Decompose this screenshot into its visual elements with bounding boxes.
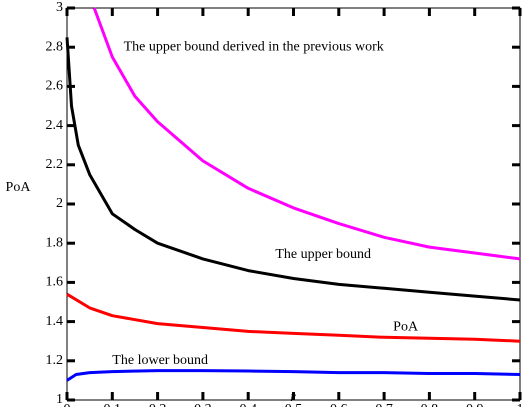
- y-tick-label: 2: [56, 196, 63, 211]
- y-tick-label: 2.2: [46, 157, 64, 172]
- x-tick-label: 0.3: [194, 402, 212, 407]
- series-label: The lower bound: [112, 353, 208, 368]
- y-axis-label: PoA: [6, 180, 32, 195]
- y-tick-label: 1.6: [46, 275, 64, 290]
- x-tick-label: 0.6: [330, 402, 348, 407]
- x-tick-label: 1: [517, 402, 522, 407]
- x-tick-label: 0.8: [421, 402, 439, 407]
- x-tick-label: 0.9: [466, 402, 484, 407]
- y-tick-label: 2.8: [46, 39, 64, 54]
- line: [66, 369, 521, 382]
- y-tick-label: 3: [56, 0, 63, 15]
- line: [66, 292, 521, 343]
- x-tick-label: 0: [64, 402, 71, 407]
- y-tick-label: 2.6: [46, 79, 64, 94]
- series-label: The upper bound derived in the previous …: [124, 39, 384, 54]
- line: [92, 7, 521, 261]
- series-label: The upper bound: [275, 247, 371, 262]
- x-tick-label: 0.5: [285, 402, 303, 407]
- x-tick-label: 0.1: [104, 402, 122, 407]
- y-tick-label: 1.2: [46, 353, 64, 368]
- y-tick-label: 1.4: [46, 314, 64, 329]
- y-tick-label: 2.4: [46, 118, 64, 133]
- x-tick-label: 0.4: [239, 402, 257, 407]
- line: [65, 37, 521, 302]
- x-tick-label: 0.2: [149, 402, 167, 407]
- x-tick-label: 0.7: [375, 402, 393, 407]
- y-tick-label: 1: [56, 392, 63, 407]
- plot-frame: [66, 7, 521, 401]
- y-tick-label: 1.8: [46, 235, 64, 250]
- series-label: PoA: [393, 320, 419, 335]
